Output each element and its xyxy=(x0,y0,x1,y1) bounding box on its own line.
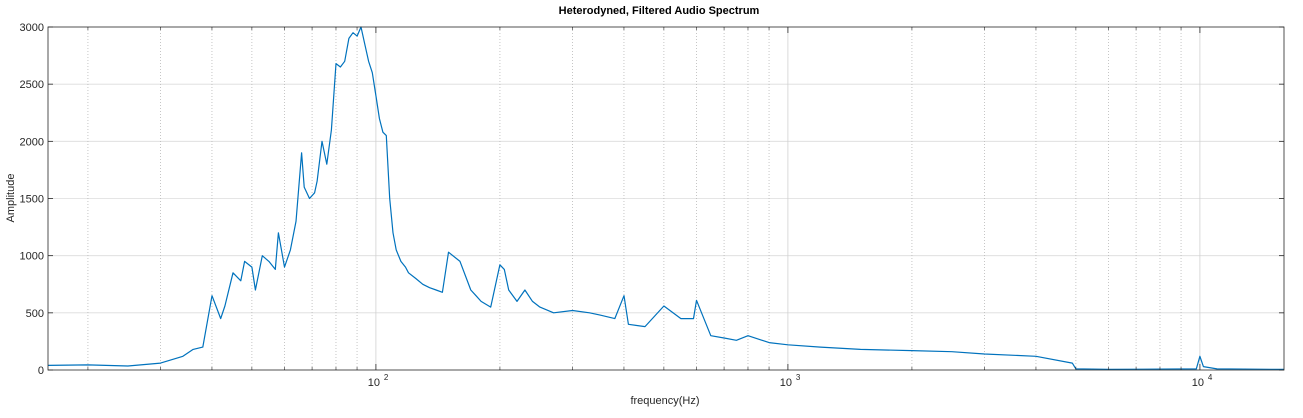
tick-layer: 0 500 1000 1500 2000 2500 3000 10 2 10 3 10 4 xyxy=(20,22,1284,389)
y-axis-label: Amplitude xyxy=(5,174,17,223)
y-tick-label: 0 xyxy=(38,365,44,377)
x-tick-label-exponent: 2 xyxy=(384,373,389,382)
y-tick-label: 2500 xyxy=(20,79,44,91)
y-tick-label: 500 xyxy=(26,308,44,320)
x-tick-label: 10 xyxy=(1192,377,1204,389)
grid-layer xyxy=(48,27,1284,370)
x-tick-label-exponent: 3 xyxy=(796,373,801,382)
y-tick-label: 2000 xyxy=(20,136,44,148)
x-tick-label-exponent: 4 xyxy=(1208,373,1213,382)
y-tick-label: 3000 xyxy=(20,22,44,34)
data-layer xyxy=(47,26,1285,370)
spectrum-line xyxy=(47,26,1285,370)
x-axis-label: frequency(Hz) xyxy=(630,395,699,407)
x-tick-label: 10 xyxy=(780,377,792,389)
y-tick-label: 1500 xyxy=(20,194,44,206)
y-tick-label: 1000 xyxy=(20,251,44,263)
chart-title: Heterodyned, Filtered Audio Spectrum xyxy=(559,5,760,17)
x-tick-label: 10 xyxy=(368,377,380,389)
